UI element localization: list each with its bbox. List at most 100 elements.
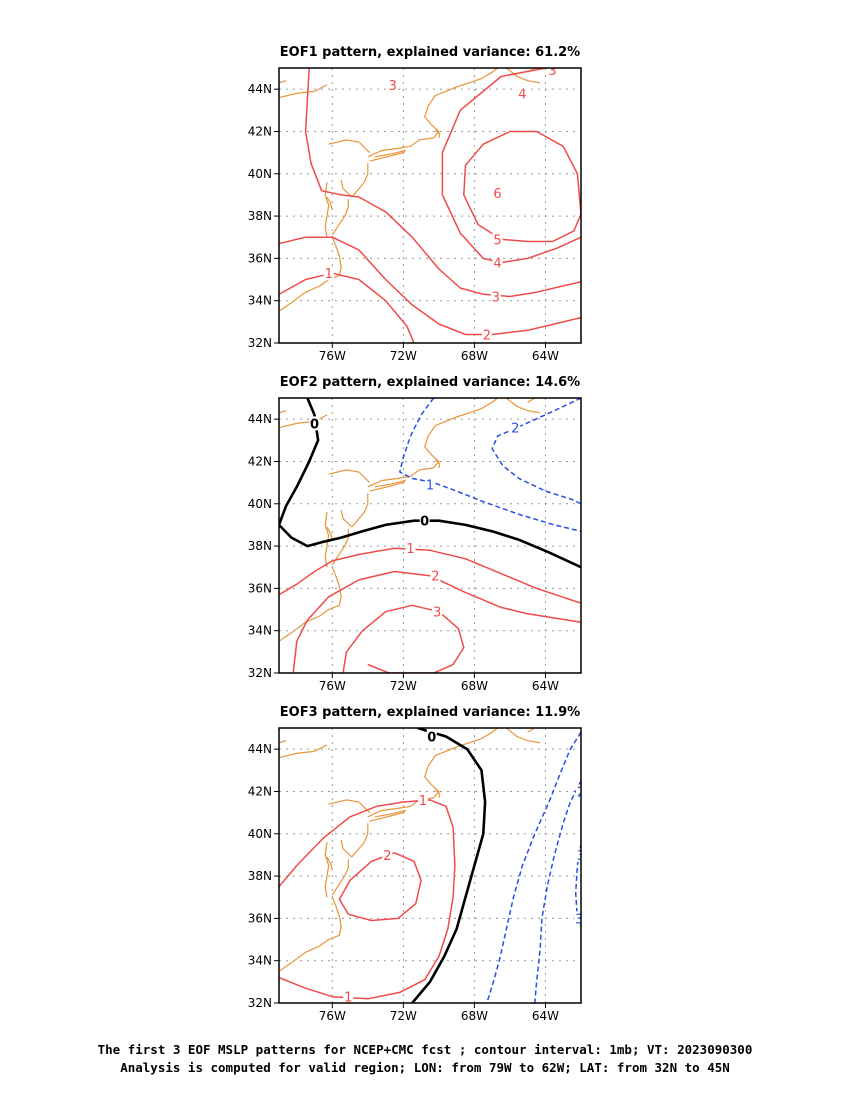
coastline bbox=[331, 199, 349, 236]
contour-label: 5 bbox=[493, 233, 501, 248]
panel-title: EOF2 pattern, explained variance: 14.6% bbox=[280, 375, 580, 390]
coastline bbox=[351, 163, 369, 198]
contour-label-bg bbox=[405, 541, 416, 556]
coastline bbox=[324, 842, 330, 898]
contour-label: 3 bbox=[575, 912, 583, 927]
coastline bbox=[279, 414, 328, 429]
coastline bbox=[326, 526, 333, 540]
contour-line bbox=[399, 398, 581, 533]
x-tick-label: 68W bbox=[461, 1009, 488, 1023]
coastline bbox=[351, 823, 369, 858]
coastline bbox=[367, 68, 498, 158]
contour-label-bg bbox=[426, 729, 437, 744]
coastline bbox=[328, 799, 371, 814]
x-tick-label: 76W bbox=[319, 1009, 346, 1023]
x-tick-label: 68W bbox=[461, 349, 488, 363]
coastline bbox=[331, 859, 349, 896]
contour-label-bg bbox=[547, 68, 558, 78]
contour-line bbox=[279, 398, 581, 569]
coastline bbox=[369, 149, 407, 162]
y-tick-label: 40N bbox=[248, 497, 272, 511]
y-tick-label: 42N bbox=[248, 454, 272, 468]
contour-line bbox=[292, 570, 581, 673]
contour-line bbox=[279, 547, 581, 604]
x-tick-label: 64W bbox=[532, 679, 559, 693]
contour-label-bg bbox=[576, 847, 581, 862]
contour-line bbox=[279, 799, 456, 1000]
coastline bbox=[340, 839, 353, 858]
y-tick-label: 34N bbox=[248, 624, 272, 638]
plot-frame bbox=[278, 397, 582, 674]
y-tick-label: 40N bbox=[248, 827, 272, 841]
contour-label-bg bbox=[425, 477, 435, 492]
y-tick-label: 38N bbox=[248, 209, 272, 223]
contour-label: 3 bbox=[389, 79, 397, 94]
contour-label: 3 bbox=[548, 64, 556, 79]
contour-label-bg bbox=[490, 289, 501, 304]
contour-label: 2 bbox=[577, 785, 585, 800]
coastline bbox=[506, 398, 541, 414]
y-tick-label: 44N bbox=[248, 742, 272, 756]
x-tick-label: 72W bbox=[390, 1009, 417, 1023]
plot-frame bbox=[278, 727, 582, 1004]
coastline bbox=[506, 728, 541, 744]
eof3-panel: EOF3 pattern, explained variance: 11.9% 0… bbox=[248, 705, 585, 1023]
coastline bbox=[279, 566, 342, 642]
coastline bbox=[328, 469, 371, 484]
contour-line bbox=[463, 130, 581, 243]
y-tick-label: 44N bbox=[248, 412, 272, 426]
contour-label-bg bbox=[574, 911, 581, 926]
x-tick-label: 76W bbox=[319, 679, 346, 693]
contour-label: 4 bbox=[493, 257, 501, 272]
contour-line bbox=[486, 731, 581, 1003]
contour-label: 6 bbox=[493, 187, 501, 202]
coastline bbox=[367, 728, 498, 818]
contour-label-bg bbox=[481, 327, 492, 342]
figure-caption-line-2: Analysis is computed for valid region; L… bbox=[120, 1060, 730, 1075]
contour-line bbox=[441, 68, 581, 264]
coastline bbox=[434, 129, 441, 138]
y-tick-label: 42N bbox=[248, 784, 272, 798]
contour-label: 1 bbox=[325, 267, 333, 282]
coastline bbox=[367, 398, 498, 488]
contour-label-bg bbox=[382, 847, 393, 862]
coastline bbox=[279, 80, 287, 84]
x-tick-label: 64W bbox=[532, 1009, 559, 1023]
contour-label-bg bbox=[492, 185, 503, 200]
x-tick-label: 72W bbox=[390, 349, 417, 363]
contour-label: 3 bbox=[492, 290, 500, 305]
eof1-panel: EOF1 pattern, explained variance: 61.2% 1… bbox=[248, 45, 582, 363]
contour-label-bg bbox=[492, 255, 503, 270]
contour-label: 3 bbox=[577, 849, 585, 864]
coastline bbox=[326, 196, 333, 210]
y-tick-label: 34N bbox=[248, 294, 272, 308]
panel-title: EOF3 pattern, explained variance: 11.9% bbox=[280, 705, 580, 720]
y-tick-label: 36N bbox=[248, 251, 272, 265]
contour-label: 4 bbox=[518, 87, 526, 102]
contour-label: 2 bbox=[383, 849, 391, 864]
x-tick-label: 64W bbox=[532, 349, 559, 363]
contour-label-bg bbox=[432, 604, 443, 619]
y-tick-label: 36N bbox=[248, 581, 272, 595]
contour-label: 1 bbox=[344, 991, 352, 1006]
y-tick-label: 44N bbox=[248, 82, 272, 96]
contour-line bbox=[574, 844, 581, 928]
x-tick-label: 72W bbox=[390, 679, 417, 693]
y-tick-label: 34N bbox=[248, 954, 272, 968]
contour-line bbox=[491, 398, 581, 505]
contour-label: 2 bbox=[483, 329, 491, 344]
contour-label-bg bbox=[323, 266, 334, 281]
contour-label-bg bbox=[492, 232, 503, 247]
contour-line bbox=[279, 272, 415, 343]
contour-label-bg bbox=[430, 568, 441, 583]
contour-label-bg bbox=[343, 989, 354, 1003]
y-tick-label: 32N bbox=[248, 336, 272, 350]
y-tick-label: 38N bbox=[248, 539, 272, 553]
contour-label-bg bbox=[510, 420, 521, 435]
coastline bbox=[279, 236, 342, 312]
plot-frame bbox=[278, 67, 582, 344]
coastline bbox=[279, 84, 328, 99]
contour-label: 2 bbox=[431, 570, 439, 585]
coastline bbox=[279, 410, 287, 414]
